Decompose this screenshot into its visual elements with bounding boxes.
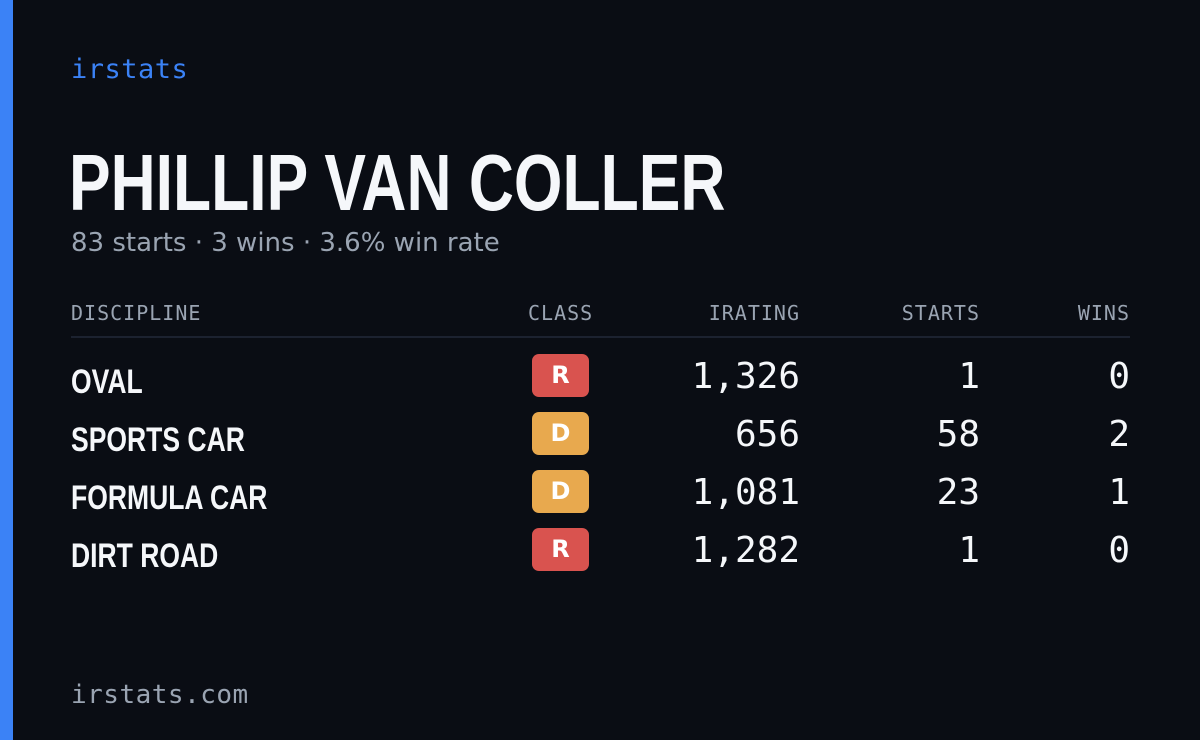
- class-badge: R: [532, 354, 589, 397]
- header-wins: WINS: [1077, 301, 1130, 325]
- class-badge: D: [532, 412, 589, 455]
- brand-logo: irstats: [71, 54, 189, 85]
- wins-value: 0: [1108, 530, 1130, 571]
- discipline-name: SPORTS CAR: [71, 421, 245, 459]
- irating-value: 656: [734, 414, 800, 455]
- discipline-name: OVAL: [71, 363, 143, 401]
- wins-value: 1: [1108, 472, 1130, 513]
- header-starts: STARTS: [901, 301, 980, 325]
- player-summary: 83 starts · 3 wins · 3.6% win rate: [71, 228, 500, 258]
- header-irating: IRATING: [708, 301, 800, 325]
- irating-value: 1,282: [691, 530, 800, 571]
- table-header: DISCIPLINE CLASS IRATING STARTS WINS: [71, 298, 1130, 338]
- class-badge: D: [532, 470, 589, 513]
- irating-value: 1,081: [691, 472, 800, 513]
- header-discipline: DISCIPLINE: [71, 301, 202, 325]
- starts-value: 58: [936, 414, 980, 455]
- wins-value: 2: [1108, 414, 1130, 455]
- irating-value: 1,326: [691, 356, 800, 397]
- table-row: SPORTS CAR D 656 58 2: [71, 412, 1130, 470]
- class-badge: R: [532, 528, 589, 571]
- discipline-name: DIRT ROAD: [71, 537, 219, 575]
- discipline-name: FORMULA CAR: [71, 479, 268, 517]
- table-row: OVAL R 1,326 1 0: [71, 354, 1130, 412]
- accent-bar: [0, 0, 13, 740]
- stats-table: DISCIPLINE CLASS IRATING STARTS WINS OVA…: [71, 298, 1130, 575]
- wins-value: 0: [1108, 356, 1130, 397]
- header-class: CLASS: [528, 301, 594, 325]
- player-name: PHILLIP VAN COLLER: [69, 138, 726, 227]
- starts-value: 1: [958, 356, 980, 397]
- table-row: DIRT ROAD R 1,282 1 0: [71, 528, 1130, 586]
- starts-value: 1: [958, 530, 980, 571]
- table-row: FORMULA CAR D 1,081 23 1: [71, 470, 1130, 528]
- footer-url[interactable]: irstats.com: [71, 680, 249, 710]
- starts-value: 23: [936, 472, 980, 513]
